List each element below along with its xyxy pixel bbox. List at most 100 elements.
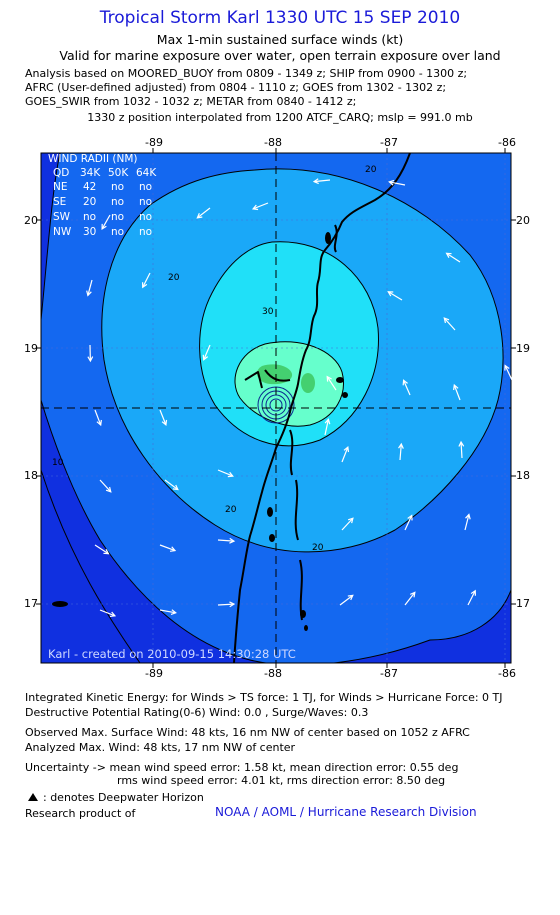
wind-vector [94, 409, 102, 426]
wind-vector-head [326, 375, 332, 382]
wind-radii-table: WIND RADII (NM) QD 34K 50K 64K NE 42 no … [48, 153, 157, 238]
wind-vector-head [312, 178, 319, 185]
wind-radii-se-50k: no [111, 196, 124, 208]
wind-vector [217, 603, 235, 606]
map-title: Tropical Storm Karl 1330 UTC 15 SEP 2010 [99, 8, 461, 28]
wind-vector-head [161, 419, 168, 427]
wind-vector-head [141, 282, 148, 289]
wind-vector [467, 590, 476, 606]
wind-vector [341, 517, 354, 531]
wind-vector [203, 344, 211, 360]
map-subtitle-exposure: Valid for marine exposure over water, op… [59, 48, 501, 63]
lat-label-right-19: 19 [516, 342, 530, 355]
map-subtitle-winds: Max 1-min sustained surface winds (kt) [156, 32, 404, 47]
wind-radii-nw-label: NW [53, 226, 72, 238]
wind-radii-col-qd: QD [53, 167, 69, 179]
wind-vector [159, 609, 176, 614]
lon-label-top-87: -87 [380, 136, 398, 149]
wind-vector-head [387, 291, 394, 297]
ike-line: Integrated Kinetic Energy: for Winds > T… [25, 691, 503, 704]
wind-vector [159, 544, 176, 552]
wind-vector [196, 207, 211, 219]
lon-label-bottom-89: -89 [145, 667, 163, 680]
dpr-line: Destructive Potential Rating(0-6) Wind: … [25, 706, 369, 719]
lat-label-left-18: 18 [24, 469, 38, 482]
lat-label-left-19: 19 [24, 342, 38, 355]
wind-vector-head [227, 471, 234, 478]
wind-vector-head [465, 513, 471, 520]
wind-vector [217, 469, 234, 477]
wind-vector-head [388, 179, 395, 186]
wind-radii-nw-64k: no [139, 226, 152, 238]
contour-label-20-southwest: 20 [225, 505, 237, 515]
wind-radii-ne-label: NE [53, 181, 68, 193]
wind-vector-head [251, 204, 259, 211]
wind-vector-head [169, 546, 177, 552]
contour-label-20-north: 20 [365, 165, 377, 175]
wind-vector [87, 279, 93, 296]
wind-vector [404, 592, 416, 606]
wind-vector-head [103, 549, 110, 555]
wind-vector-head [172, 484, 179, 491]
wind-radii-ne-50k: no [111, 181, 124, 193]
wind-band-above-50-east [301, 373, 315, 393]
wind-radii-nw-50k: no [111, 226, 124, 238]
wind-radii-col-64k: 64K [136, 167, 157, 179]
wind-vector-head [229, 537, 236, 544]
analysis-sources-line-2: AFRC (User-defined adjusted) from 0804 -… [25, 81, 447, 94]
wind-vector-head [470, 589, 476, 596]
noaa-credit: NOAA / AOML / Hurricane Research Divisio… [215, 805, 477, 819]
wind-vector [94, 544, 109, 555]
lat-label-left-17: 17 [24, 597, 38, 610]
lat-label-left-20: 20 [24, 214, 38, 227]
wind-vector-head [443, 317, 450, 324]
contour-label-10: 10 [52, 458, 64, 468]
wind-vector [252, 202, 269, 210]
wind-vector [164, 479, 179, 491]
wind-vector [341, 446, 349, 463]
lat-label-right-17: 17 [516, 597, 530, 610]
wind-vector [387, 291, 403, 301]
wind-vector-head [458, 440, 465, 447]
analysis-sources-line-1: Analysis based on MOORED_BUOY from 0809 … [25, 67, 468, 80]
coastline [233, 153, 411, 663]
lon-label-bottom-88: -88 [264, 667, 282, 680]
wind-vector-head [347, 517, 354, 524]
wind-vector-head [453, 383, 459, 391]
wind-vector [443, 317, 456, 331]
wind-vector [460, 441, 463, 459]
wind-vector [453, 384, 461, 401]
wind-radii-se-64k: no [139, 196, 152, 208]
contour-label-20-west: 20 [168, 273, 180, 283]
wind-vector-head [105, 486, 112, 493]
wind-vector-head [402, 379, 408, 386]
wind-vectors [86, 178, 513, 618]
wind-vector-head [96, 419, 102, 427]
wind-vector [446, 252, 461, 263]
wind-vector-head [101, 223, 107, 231]
wind-vector-head [87, 356, 94, 363]
wind-vector [314, 179, 331, 183]
lon-label-top-88: -88 [264, 136, 282, 149]
lon-label-top-86: -86 [498, 136, 516, 149]
uncertainty-rms: rms wind speed error: 4.01 kt, rms direc… [117, 774, 446, 787]
wind-radii-sw-50k: no [111, 211, 124, 223]
wind-vector-head [343, 445, 350, 453]
wind-vector [101, 214, 111, 230]
wind-vector-head [347, 594, 354, 601]
wind-vector-head [170, 609, 177, 615]
wind-radii-heading: WIND RADII (NM) [48, 153, 138, 165]
lon-label-top-89: -89 [145, 136, 163, 149]
wind-vector-head [410, 591, 416, 598]
wind-radii-ne-64k: no [139, 181, 152, 193]
wind-vector-head [229, 601, 236, 608]
wind-radii-col-50k: 50K [108, 167, 129, 179]
wind-vector [99, 609, 116, 617]
deepwater-legend: : denotes Deepwater Horizon [43, 791, 204, 804]
wind-vector-head [407, 514, 413, 521]
lon-label-bottom-87: -87 [380, 667, 398, 680]
wind-vector-head [504, 364, 510, 371]
contour-label-20-south: 20 [312, 543, 324, 553]
wind-vector [159, 409, 167, 426]
